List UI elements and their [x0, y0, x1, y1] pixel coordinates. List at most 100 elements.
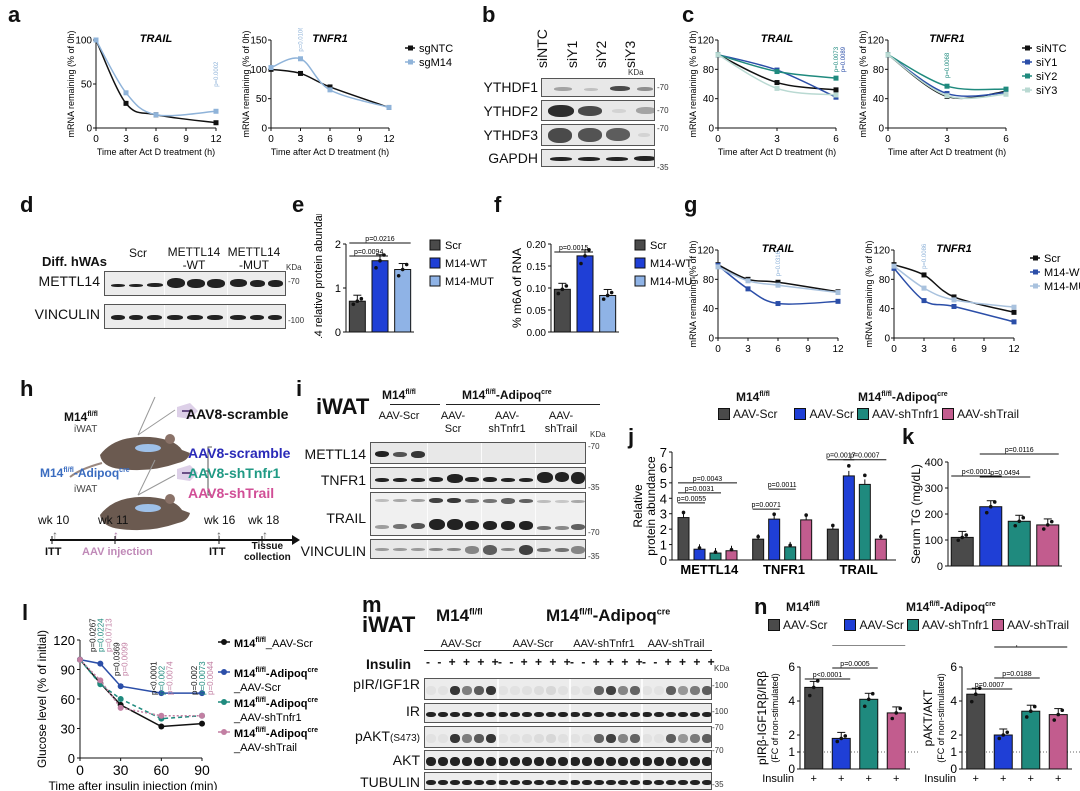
band: [654, 779, 664, 785]
y-tick-label: 2: [335, 239, 341, 251]
legend-marker: [408, 45, 413, 51]
band: [654, 711, 664, 717]
band: [654, 756, 664, 766]
data-dot: [863, 473, 867, 478]
legend-n: AAV-Scr AAV-Scr AAV-shTnfr1 AAV-shTrail: [768, 618, 1069, 632]
y-tick-label: 0: [335, 327, 341, 338]
band: [582, 685, 592, 695]
data-dot: [1056, 712, 1061, 717]
bar: [1048, 714, 1068, 770]
data-dot: [1049, 519, 1054, 524]
y-tick-label: 0.15: [527, 262, 547, 273]
series-line: [95, 39, 217, 124]
band: [678, 711, 688, 717]
data-dot: [404, 262, 409, 267]
data-point: [327, 87, 333, 93]
band: [666, 733, 676, 743]
data-point: [774, 85, 780, 91]
y-axis-label-sub: (FC of non-stimulated): [936, 673, 946, 763]
blot-row-label: AKT: [392, 752, 420, 768]
x-tick-label: 12: [383, 134, 395, 145]
band: [594, 733, 604, 743]
blot-m-row: [424, 750, 712, 770]
band: [438, 779, 448, 785]
y-tick-label: 1: [660, 538, 667, 553]
lane-label: siY1: [564, 40, 580, 68]
legend-label: siY1: [1036, 57, 1057, 69]
kda-marker: -70: [588, 528, 600, 537]
kda-header: KDa: [628, 68, 644, 77]
data-dot: [756, 534, 760, 539]
p-value-annotation: p=0.0089: [841, 46, 847, 72]
band: [594, 756, 604, 766]
data-dot: [964, 533, 969, 537]
data-dot: [890, 716, 895, 721]
data-point: [1011, 319, 1017, 325]
y-tick-label: 40: [703, 94, 715, 105]
x-tick-label: 6: [327, 134, 333, 145]
data-dot: [560, 287, 565, 292]
chart-f-m6a: 0.00 0.05 0.10 0.15 0.20 p=0.0015 % m6A of RNA…: [510, 239, 695, 338]
data-dot: [1052, 718, 1057, 722]
band: [582, 756, 592, 766]
legend-swatch: [942, 408, 955, 420]
data-dot: [1024, 715, 1029, 719]
legend-label: M14-WT: [445, 258, 487, 270]
legend-swatch: [429, 275, 441, 287]
data-point: [268, 65, 274, 71]
panel-label-a: a: [8, 2, 21, 27]
legend-label: M14-WT: [1044, 267, 1080, 279]
panel-label-g: g: [684, 192, 698, 217]
blot-vinculin: [104, 304, 286, 329]
subgroup-label: AAV-Scr: [498, 638, 568, 651]
data-dot: [1041, 527, 1046, 531]
band: [630, 779, 640, 785]
y-tick-label: 0: [708, 124, 714, 135]
syringe-icon: [137, 459, 198, 496]
mouse-icon: [69, 434, 190, 478]
legend-item: AAV-Scr: [859, 618, 904, 632]
p-value-label: p=0.0031: [685, 486, 714, 493]
x-tick-label: 12: [1008, 344, 1020, 354]
chart-e-mettl14-abundance: 0 1 2 p=0.0094 p=0.0216 METTL14 relative prot…: [313, 214, 494, 338]
chart-a-tnfr1: 0 50 100 150 0 3 6 9 12 TNFR1 Time after Act D tre…: [241, 28, 453, 157]
band: [702, 711, 711, 717]
y-tick-label: 2: [950, 728, 957, 742]
timeline-label: wk 18: [248, 513, 280, 527]
arrow-up-icon: ↑: [216, 528, 222, 542]
legend-swatch: [844, 619, 857, 631]
chart-c-tnfr1: 0 40 80 120 0 3 6 TNFR1 Time after Act D treatme…: [858, 30, 1067, 157]
data-dot: [587, 247, 591, 252]
data-point: [835, 290, 841, 296]
lane-separator: [641, 727, 643, 747]
p-value-annotation: p=0.0068: [945, 52, 951, 78]
series-line: [79, 659, 202, 717]
band: [666, 779, 676, 785]
band: [618, 711, 628, 717]
data-point: [77, 656, 83, 663]
arrow-up-icon: ↑: [113, 528, 119, 542]
p-value-annotation: p=0.0099: [121, 642, 130, 676]
band: [702, 756, 711, 766]
data-point: [153, 112, 159, 118]
band: [642, 685, 652, 695]
band: [426, 733, 436, 743]
subgroup-label: AAV-shTnfr1: [568, 638, 640, 651]
bar: [677, 517, 690, 561]
chart-title: TNFR1: [936, 243, 971, 255]
x-tick-label: 3: [774, 134, 780, 145]
timeline-label: wk 10: [38, 513, 70, 527]
bar: [804, 686, 824, 770]
panel-label-d: d: [20, 192, 34, 217]
blot-row-label: YTHDF2: [483, 103, 538, 119]
p-value-label: p=0.0071: [751, 502, 780, 509]
p-value-annotation: p=0.002: [157, 665, 166, 695]
x-category-label: +: [811, 773, 817, 785]
band: [438, 756, 448, 766]
y-tick-label: 120: [867, 36, 884, 47]
band: [546, 756, 556, 766]
p-value-annotation: p=0.0316: [776, 250, 782, 276]
band: [438, 733, 448, 743]
data-dot: [843, 734, 848, 738]
blot-row-label: METTL14: [38, 273, 100, 289]
